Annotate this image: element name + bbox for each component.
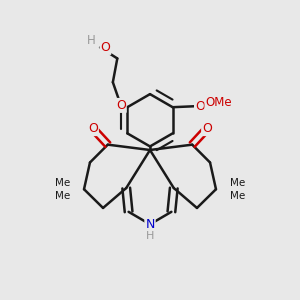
Text: Me: Me (56, 178, 70, 188)
Text: Me: Me (56, 191, 70, 201)
Text: O: O (88, 122, 98, 135)
Text: O: O (202, 122, 212, 135)
Text: O: O (100, 41, 110, 54)
Text: O: O (195, 100, 205, 112)
Text: N: N (145, 218, 155, 231)
Text: H: H (87, 34, 96, 46)
Text: H: H (146, 231, 154, 241)
Text: OMe: OMe (205, 96, 232, 109)
Text: O: O (116, 99, 126, 112)
Text: Me: Me (230, 191, 245, 201)
Text: Me: Me (230, 178, 245, 188)
